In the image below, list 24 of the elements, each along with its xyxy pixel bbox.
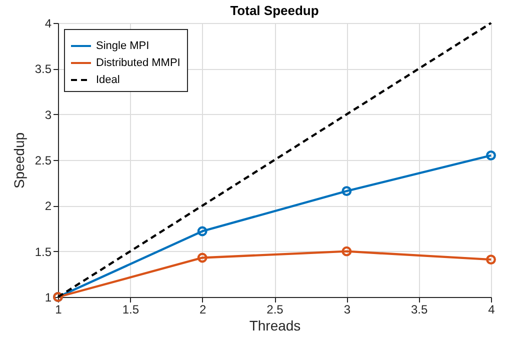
y-tick-label: 3.5 [34,62,52,76]
x-tick-label: 2 [199,302,206,316]
point [342,246,352,256]
y-axis-title: Speedup [10,132,27,189]
point [342,186,352,196]
legend-label: Single MPI [96,40,150,52]
point [197,252,208,263]
chart-title: Total Speedup [230,3,319,18]
x-axis-title: Threads [249,318,301,334]
y-tick-label: 2.5 [34,154,52,168]
x-tick-label: 2.5 [266,302,284,316]
y-tick-label: 1 [44,290,52,304]
point [197,226,208,236]
x-tick-label: 3 [344,302,351,316]
x-tick-label: 3.5 [410,302,428,316]
x-tick-label: 1.5 [122,302,140,316]
y-tick-label: 3 [44,108,52,122]
y-tick-label: 1.5 [34,244,52,259]
y-tick-label: 4 [44,16,52,30]
x-tick-label: 4 [488,302,496,316]
x-tick-label: 1 [55,302,62,316]
y-tick-label: 2 [44,199,52,214]
legend-label: Distributed MMPI [96,57,180,69]
legend-label: Ideal [96,74,120,86]
